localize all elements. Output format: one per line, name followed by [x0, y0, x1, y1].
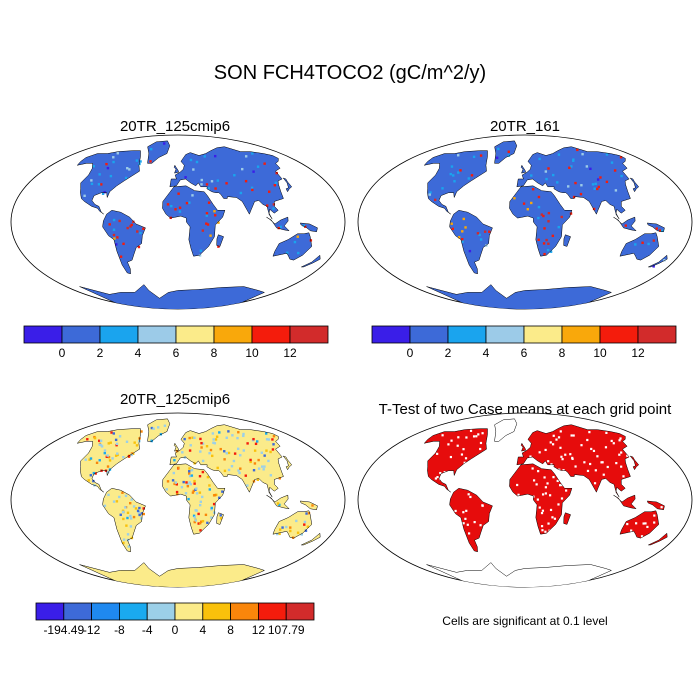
colorbar-1-swatch-8: [289, 325, 329, 344]
colorbar-panel-1: 0 2 4 6 8 10 12: [23, 325, 329, 360]
colorbar-1-tick-label: 8: [211, 346, 218, 360]
panel-1-title-line1: 20TR_125cmip6: [119, 118, 231, 135]
colorbar-3-tick-label: -12: [83, 623, 101, 637]
colorbar-3-swatch-9: [257, 602, 287, 621]
colorbar-3-swatch-3: [91, 602, 120, 621]
colorbar-2-tick-label: 6: [521, 346, 528, 360]
continent-antarctica: [79, 284, 265, 309]
colorbar-2-swatch-7: [599, 325, 639, 344]
continent-africa: [162, 463, 225, 535]
continent-australia: [619, 232, 659, 261]
continent-indonesia: [266, 217, 290, 231]
page-title: SON FCH4TOCO2 (gC/m^2/y): [213, 62, 487, 84]
colorbar-1-tick-label: 12: [283, 346, 297, 360]
continent-new-guinea: [300, 500, 318, 510]
colorbar-2-tick-label: 2: [445, 346, 452, 360]
colorbar-1-swatch-4: [137, 325, 177, 344]
colorbar-3-swatch-2: [63, 602, 92, 621]
colorbar-3-swatch-8: [230, 602, 259, 621]
continent-greenland: [494, 418, 517, 442]
continent-antarctica: [79, 562, 265, 587]
continent-indonesia: [613, 495, 637, 509]
continent-south-america: [449, 210, 493, 274]
colorbar-3-swatch-6: [174, 602, 204, 621]
map-panel-3: [10, 412, 346, 588]
colorbar-1-tick-label: 2: [97, 346, 104, 360]
continent-australia: [272, 510, 312, 539]
continent-greenland: [147, 418, 170, 442]
colorbar-3-swatch-5: [146, 602, 176, 621]
continent-madagascar: [563, 234, 571, 247]
colorbar-3-tick-label: 4: [199, 623, 206, 637]
continent-greenland: [494, 140, 517, 164]
continent-antarctica: [426, 284, 612, 309]
continent-indonesia: [613, 217, 637, 231]
colorbar-2-swatch-6: [561, 325, 601, 344]
continent-europe-asia: [516, 146, 631, 220]
colorbar-2-tick-label: 4: [483, 346, 490, 360]
continent-madagascar: [216, 234, 224, 247]
colorbar-1-tick-label: 6: [173, 346, 180, 360]
colorbar-2-swatch-2: [409, 325, 449, 344]
colorbar-panel-2: 0 2 4 6 8 10 12: [371, 325, 677, 360]
colorbar-2-swatch-4: [485, 325, 525, 344]
colorbar-2-swatch-5: [523, 325, 563, 344]
panel-2-title-line1: 20TR_161: [489, 118, 561, 135]
continent-indonesia: [266, 495, 290, 509]
colorbar-2-tick-label: 12: [631, 346, 645, 360]
colorbar-2-tick-label: 10: [593, 346, 607, 360]
colorbar-2-swatch-3: [447, 325, 487, 344]
continent-europe-asia: [516, 424, 631, 498]
colorbar-1-tick-label: 10: [245, 346, 259, 360]
continent-north-america: [424, 150, 488, 215]
colorbar-1-swatch-6: [213, 325, 253, 344]
continent-south-america: [449, 488, 493, 552]
colorbar-3-tick-label: 12: [252, 623, 266, 637]
panel-3-title-line1: 20TR_125cmip6: [119, 391, 231, 408]
continent-australia: [272, 232, 312, 261]
colorbar-1-swatch-3: [99, 325, 139, 344]
continent-antarctica: [426, 562, 612, 587]
colorbar-3-tick-label: 0: [172, 623, 179, 637]
colorbar-2-swatch-1: [371, 325, 411, 344]
continent-australia: [619, 510, 659, 539]
map-panel-1: [10, 134, 346, 310]
colorbar-1-tick-label: 0: [59, 346, 66, 360]
colorbar-2-swatch-8: [637, 325, 677, 344]
colorbar-1-swatch-5: [175, 325, 215, 344]
continent-greenland: [147, 140, 170, 164]
map-panel-2: [357, 134, 693, 310]
continent-new-guinea: [647, 500, 665, 510]
colorbar-3-tick-label: 8: [227, 623, 234, 637]
colorbar-panel-3: -194.49-12 -8 -4 0 4 8 12 107.79: [35, 602, 315, 637]
colorbar-3-swatch-4: [119, 602, 148, 621]
ttest-note: Cells are significant at 0.1 level: [442, 614, 608, 628]
colorbar-2-tick-label: 0: [407, 346, 414, 360]
colorbar-3-tick-label: -4: [142, 623, 153, 637]
continent-south-america: [102, 210, 146, 274]
colorbar-3-swatch-1: [35, 602, 65, 621]
colorbar-3-swatch-7: [202, 602, 232, 621]
colorbar-1-swatch-1: [23, 325, 63, 344]
continent-north-america: [424, 428, 488, 493]
map-panel-4: [357, 412, 693, 588]
colorbar-1-swatch-7: [251, 325, 291, 344]
colorbar-1-swatch-2: [61, 325, 101, 344]
colorbar-1-tick-label: 4: [135, 346, 142, 360]
colorbar-3-tick-label: -194.49: [43, 623, 84, 637]
colorbar-2-tick-label: 8: [559, 346, 566, 360]
continent-africa: [509, 463, 572, 535]
colorbar-3-tick-label: 107.79: [268, 623, 305, 637]
colorbar-3-swatch-10: [285, 602, 315, 621]
colorbar-3-tick-label: -8: [114, 623, 125, 637]
continent-madagascar: [563, 512, 571, 525]
